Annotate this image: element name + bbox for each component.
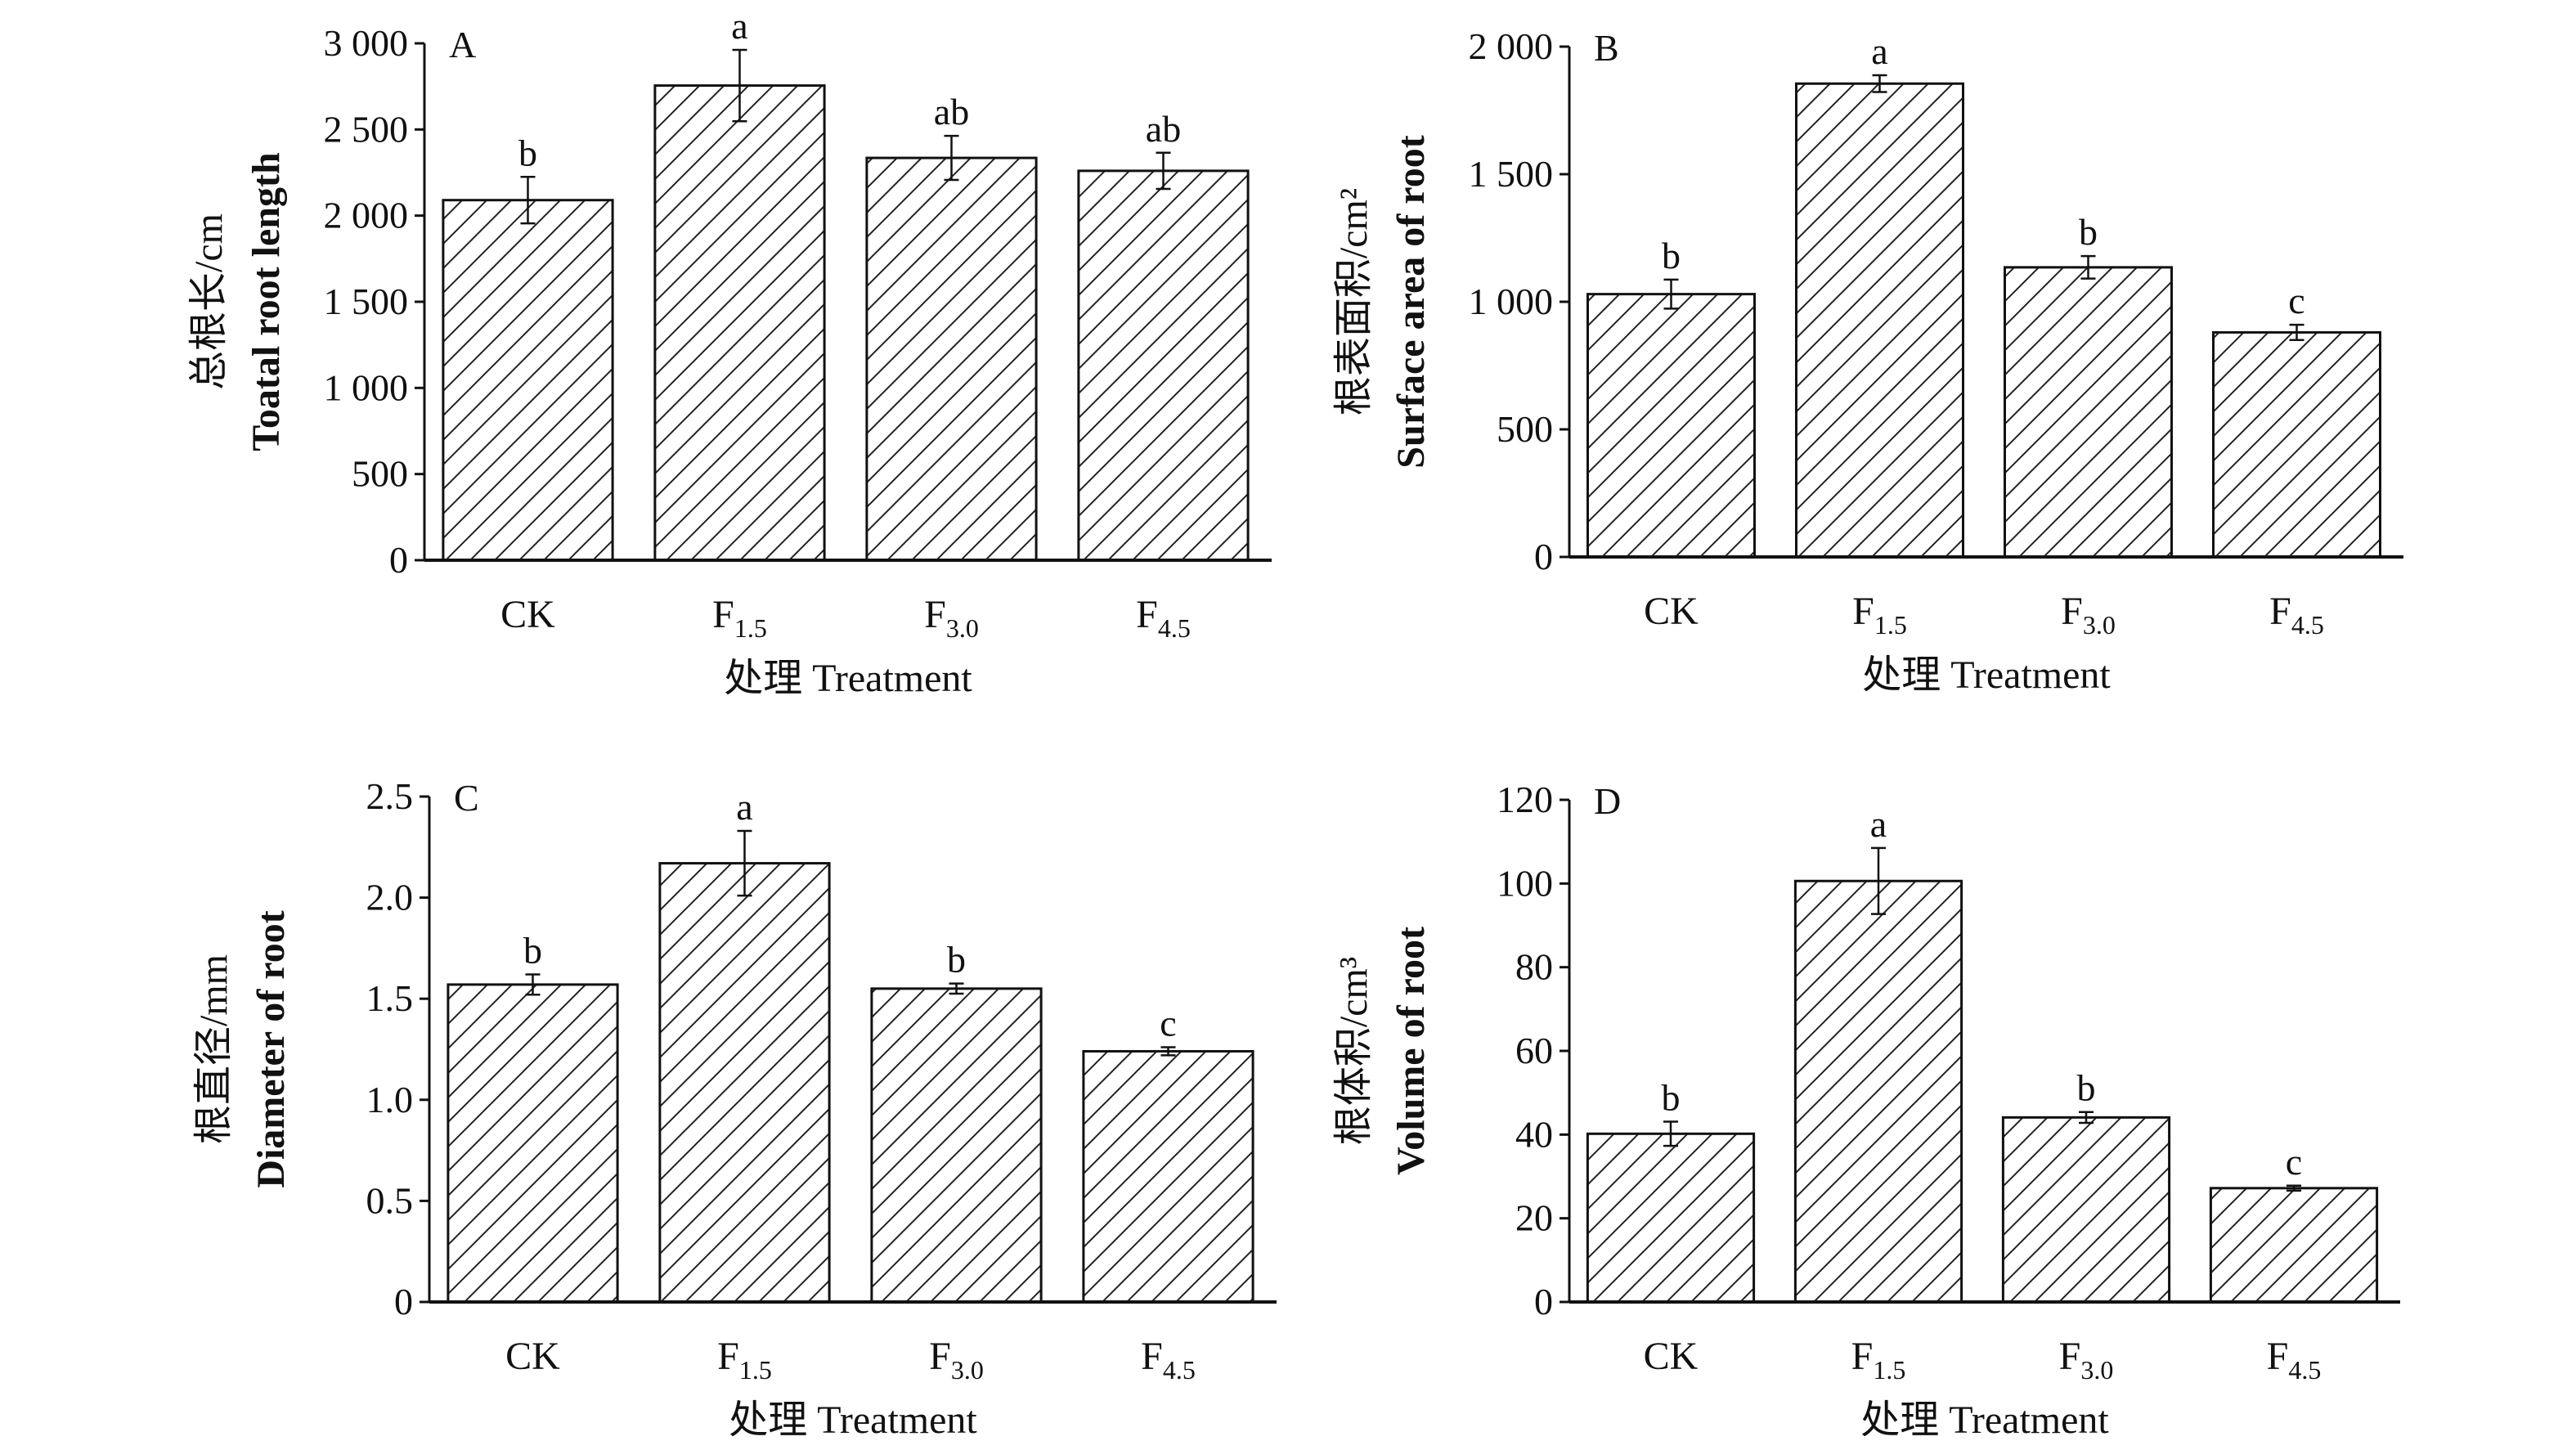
bar bbox=[1077, 169, 1250, 562]
y-axis-title-cn: 总根长/cm bbox=[187, 213, 231, 390]
significance-label: b bbox=[2077, 1067, 2096, 1109]
bar bbox=[447, 983, 619, 1304]
significance-label: b bbox=[2079, 211, 2098, 253]
y-tick-label: 40 bbox=[1515, 1113, 1553, 1155]
significance-label: b bbox=[947, 939, 966, 981]
x-axis-title: 处理 Treatment bbox=[1862, 653, 2111, 697]
panel-c: 0 0.5 1.0 1.5 2.0 2.5 Cb CK a F1.5 b F3.0 c F4.5 处理 Tr… bbox=[192, 775, 1277, 1441]
x-tick-label: F1.5 bbox=[1851, 1335, 1906, 1385]
bar bbox=[865, 156, 1038, 562]
y-tick-label: 0.5 bbox=[366, 1179, 414, 1221]
y-tick-label: 3 000 bbox=[324, 22, 409, 64]
y-tick-label: 500 bbox=[1497, 408, 1553, 450]
x-tick-label: F4.5 bbox=[1136, 593, 1191, 643]
y-tick-label: 2.0 bbox=[366, 877, 414, 918]
y-axis-title-en: Diameter of root bbox=[249, 910, 293, 1187]
y-tick-label: 20 bbox=[1515, 1197, 1553, 1239]
y-tick-label: 60 bbox=[1515, 1030, 1553, 1071]
y-tick-label: 0 bbox=[389, 539, 408, 581]
x-tick-label: F1.5 bbox=[1852, 590, 1907, 640]
x-axis-title: 处理 Treatment bbox=[1860, 1398, 2109, 1441]
y-tick-label: 2 500 bbox=[324, 108, 409, 150]
significance-label: c bbox=[2286, 1141, 2302, 1183]
panel-a: 0 500 1 000 1 500 2 000 2 500 3 000 Ab CK a F1.5 ab… bbox=[187, 5, 1272, 700]
x-tick-label: F4.5 bbox=[2269, 590, 2324, 640]
x-tick-label: F3.0 bbox=[2059, 1335, 2114, 1385]
y-axis-title-cn: 根体积/cm³ bbox=[1332, 957, 1376, 1145]
y-tick-label: 1 500 bbox=[1469, 153, 1554, 195]
x-tick-label: F4.5 bbox=[2267, 1335, 2322, 1385]
significance-label: b bbox=[523, 930, 542, 972]
significance-label: a bbox=[731, 5, 747, 47]
significance-label: ab bbox=[1146, 108, 1181, 150]
significance-label: ab bbox=[934, 91, 969, 132]
y-tick-label: 0 bbox=[1534, 1281, 1553, 1322]
y-axis-title-cn: 根直径/mm bbox=[192, 954, 236, 1144]
bar bbox=[2001, 1116, 2171, 1304]
y-axis-title-en: Surface area of root bbox=[1389, 135, 1433, 468]
y-axis-title-cn: 根表面积/cm² bbox=[1332, 188, 1376, 415]
panel-b: 0 500 1 000 1 500 2 000 Bb CK a F1.5 b F3.0 c F4.5 处理… bbox=[1332, 25, 2403, 697]
significance-label: c bbox=[2288, 280, 2304, 321]
bar bbox=[2209, 1187, 2379, 1304]
x-axis-title: 处理 Treatment bbox=[729, 1398, 977, 1441]
bar bbox=[2004, 266, 2173, 559]
significance-label: a bbox=[1870, 803, 1887, 845]
x-axis-title: 处理 Treatment bbox=[724, 657, 972, 700]
x-tick-label: F1.5 bbox=[717, 1335, 772, 1385]
x-tick-label: CK bbox=[505, 1335, 560, 1378]
y-tick-label: 1.0 bbox=[366, 1079, 414, 1120]
y-tick-label: 1 500 bbox=[324, 281, 409, 322]
panel-d: 0 20 40 60 80 100 120 Db CK a F1.5 b F3.0 c F4.5 处理 Tre… bbox=[1332, 779, 2400, 1441]
x-tick-label: F1.5 bbox=[712, 593, 767, 643]
bar bbox=[1793, 879, 1963, 1304]
bar bbox=[442, 199, 614, 562]
significance-label: a bbox=[736, 786, 752, 828]
y-tick-label: 100 bbox=[1497, 862, 1553, 904]
bar bbox=[1586, 1132, 1756, 1304]
y-tick-label: 1 000 bbox=[1469, 281, 1554, 322]
bar bbox=[1586, 293, 1756, 559]
bar bbox=[658, 862, 831, 1304]
significance-label: b bbox=[1662, 235, 1681, 276]
y-axis-title-en: Volume of root bbox=[1389, 927, 1433, 1175]
bar bbox=[2212, 330, 2381, 559]
y-tick-label: 2 000 bbox=[324, 195, 409, 236]
significance-label: b bbox=[518, 132, 537, 173]
y-tick-label: 500 bbox=[352, 453, 408, 495]
y-tick-label: 2.5 bbox=[366, 775, 414, 817]
x-tick-label: CK bbox=[500, 593, 555, 636]
panel-label: B bbox=[1594, 27, 1619, 69]
significance-label: b bbox=[1662, 1076, 1681, 1118]
x-tick-label: F3.0 bbox=[924, 593, 979, 643]
x-tick-label: F4.5 bbox=[1141, 1335, 1196, 1385]
y-tick-label: 120 bbox=[1497, 779, 1553, 820]
panel-label: A bbox=[449, 24, 476, 65]
x-tick-label: F3.0 bbox=[929, 1335, 984, 1385]
y-tick-label: 1.5 bbox=[366, 977, 414, 1019]
bar bbox=[653, 84, 826, 562]
x-tick-label: CK bbox=[1644, 1335, 1699, 1378]
panel-label: D bbox=[1594, 780, 1621, 822]
x-tick-label: F3.0 bbox=[2061, 590, 2116, 640]
y-tick-label: 2 000 bbox=[1469, 25, 1554, 67]
y-tick-label: 1 000 bbox=[324, 366, 409, 408]
y-tick-label: 0 bbox=[394, 1281, 413, 1322]
y-axis-title-en: Toatal root length bbox=[245, 152, 288, 451]
y-tick-label: 80 bbox=[1515, 946, 1553, 988]
bar bbox=[870, 987, 1043, 1304]
bar bbox=[1795, 82, 1964, 559]
panel-label: C bbox=[454, 777, 479, 819]
y-tick-label: 0 bbox=[1534, 536, 1553, 577]
significance-label: a bbox=[1871, 30, 1887, 72]
x-tick-label: CK bbox=[1644, 590, 1699, 633]
bar bbox=[1082, 1049, 1254, 1304]
significance-label: c bbox=[1160, 1003, 1176, 1044]
